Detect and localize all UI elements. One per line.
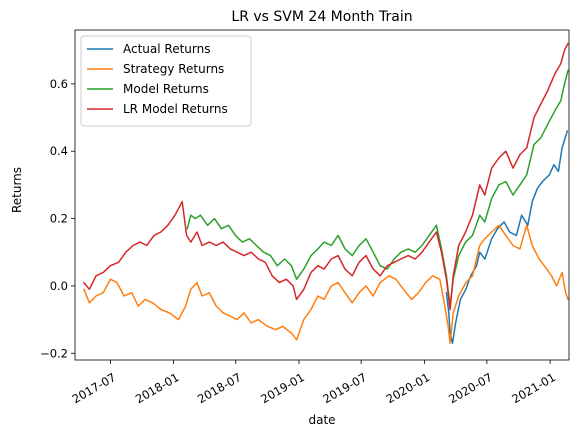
y-tick-label: 0.4 bbox=[50, 144, 68, 158]
series-layer bbox=[83, 42, 569, 344]
chart-title: LR vs SVM 24 Month Train bbox=[231, 9, 412, 25]
series-line-actual-returns bbox=[445, 130, 569, 344]
legend-label-model-returns: Model Returns bbox=[123, 82, 209, 96]
series-line-lr-model-returns bbox=[83, 42, 569, 311]
legend-label-lr-model-returns: LR Model Returns bbox=[123, 102, 228, 116]
y-tick-label: 0.0 bbox=[50, 279, 68, 293]
series-line-model-returns bbox=[186, 69, 569, 307]
y-tick-label: 0.6 bbox=[50, 77, 68, 91]
y-tick-label: −0.2 bbox=[40, 346, 68, 360]
x-axis-label: date bbox=[308, 413, 335, 427]
y-axis-label: Returns bbox=[10, 167, 24, 213]
legend-label-strategy-returns: Strategy Returns bbox=[123, 62, 224, 76]
legend-box bbox=[80, 35, 252, 127]
y-tick-label: 0.2 bbox=[50, 212, 68, 226]
plot-frame bbox=[74, 29, 570, 361]
series-line-strategy-returns bbox=[83, 224, 569, 344]
legend: Actual Returns Strategy Returns Model Retu… bbox=[80, 35, 252, 127]
legend-label-actual-returns: Actual Returns bbox=[123, 42, 210, 56]
